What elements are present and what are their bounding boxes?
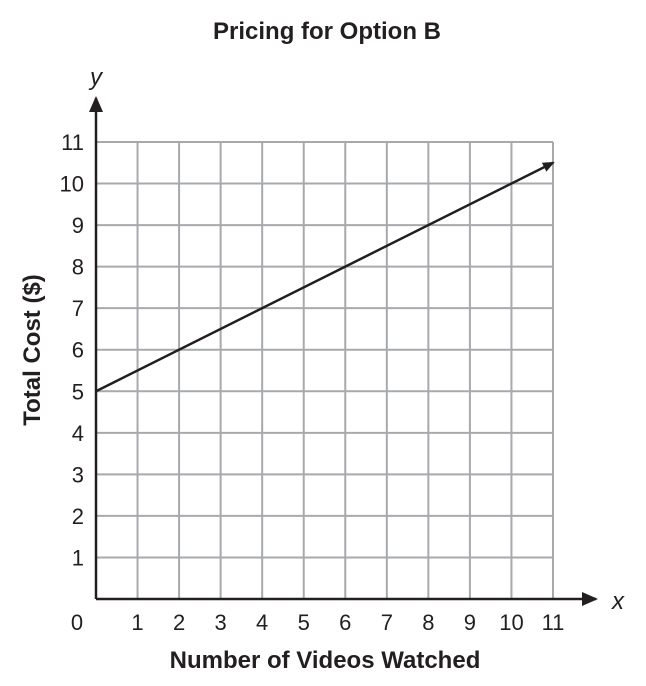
x-tick-label: 3: [215, 610, 227, 635]
x-tick-label: 2: [173, 610, 185, 635]
x-tick-label: 1: [131, 610, 143, 635]
x-tick-label: 9: [464, 610, 476, 635]
x-variable-label: x: [611, 588, 625, 615]
axes: [89, 96, 598, 606]
x-tick-label: 5: [298, 610, 310, 635]
grid: [96, 141, 554, 599]
y-tick-label: 6: [72, 338, 84, 363]
x-tick-label: 8: [422, 610, 434, 635]
y-tick-label: 3: [72, 462, 84, 487]
y-tick-label: 4: [72, 421, 84, 446]
y-tick-label: 10: [60, 172, 84, 197]
x-tick-label: 11: [542, 610, 565, 635]
x-tick-label: 10: [499, 610, 523, 635]
x-tick-label: 7: [381, 610, 393, 635]
x-tick-label: 4: [256, 610, 268, 635]
y-tick-label: 9: [72, 213, 84, 238]
chart-title: Pricing for Option B: [213, 18, 441, 45]
y-tick-label: 11: [61, 130, 84, 155]
y-variable-label: y: [88, 64, 104, 91]
y-tick-label: 8: [72, 255, 84, 280]
y-tick-label: 2: [72, 504, 84, 529]
origin-label: 0: [71, 610, 83, 635]
x-axis-title: Number of Videos Watched: [170, 647, 481, 674]
y-tick-label: 7: [72, 296, 84, 321]
series-lines: [95, 161, 555, 393]
y-axis-title: Total Cost ($): [19, 274, 46, 426]
series-line: [95, 161, 555, 393]
y-tick-label: 5: [72, 379, 84, 404]
x-tick-label: 6: [339, 610, 351, 635]
y-tick-label: 1: [72, 545, 84, 570]
